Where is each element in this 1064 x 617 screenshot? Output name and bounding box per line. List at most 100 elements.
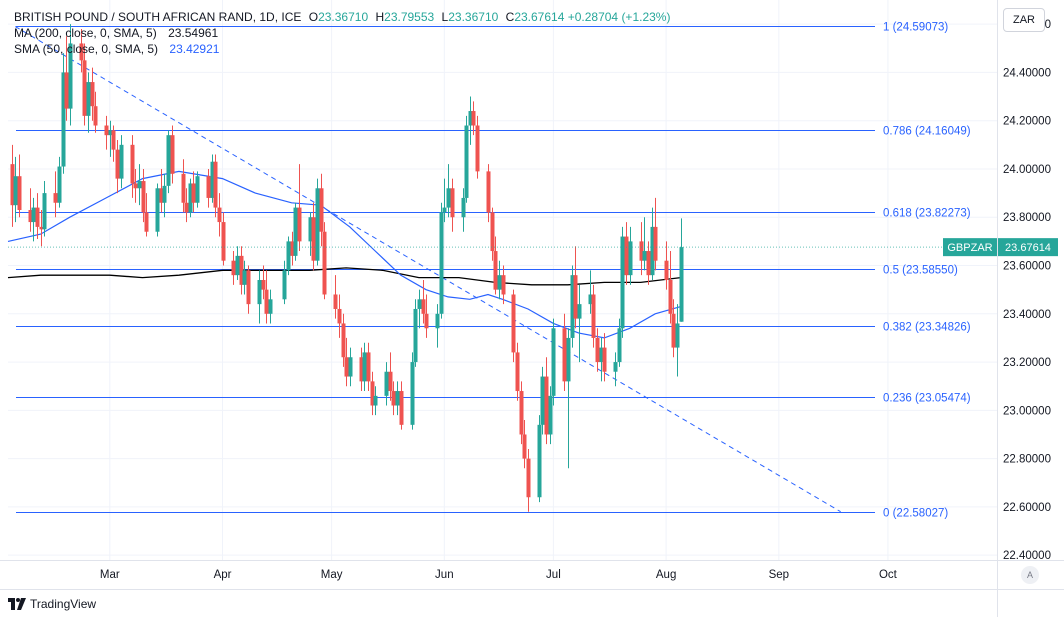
candle: [486, 164, 491, 223]
candle: [344, 337, 349, 387]
candle: [522, 420, 527, 469]
candle-body: [624, 236, 629, 276]
candle-body: [566, 337, 571, 382]
candle: [639, 222, 644, 276]
candle-body: [591, 294, 596, 338]
candle-body: [333, 294, 338, 309]
candle-body: [82, 60, 87, 116]
candle-body: [348, 357, 353, 377]
candle: [282, 260, 287, 305]
candle-body: [475, 125, 480, 172]
candle-body: [231, 260, 236, 276]
candle: [562, 313, 567, 392]
candle-body: [424, 313, 429, 329]
candle-body: [388, 371, 393, 392]
candle: [79, 28, 84, 73]
candle: [671, 299, 676, 358]
candle-body: [155, 188, 160, 232]
candle-body: [653, 226, 658, 261]
currency-button[interactable]: ZAR: [1003, 8, 1045, 32]
candle: [206, 168, 211, 208]
candle-body: [282, 270, 287, 300]
candle-body: [246, 270, 251, 305]
candle: [261, 265, 266, 300]
candle: [391, 381, 396, 416]
candle-body: [264, 289, 269, 314]
candle: [257, 270, 262, 324]
candle: [399, 381, 404, 430]
candle-body: [206, 176, 211, 198]
candle: [515, 342, 520, 401]
candle-body: [293, 207, 298, 256]
candle-body: [570, 275, 575, 338]
candle-body: [522, 434, 527, 459]
price-tick-label: 23.40000: [1003, 309, 1051, 321]
candle-body: [511, 294, 516, 353]
candle: [519, 381, 524, 445]
candle-body: [141, 181, 146, 213]
candle-body: [362, 352, 367, 382]
high-value: 23.79553: [384, 10, 435, 24]
candle: [268, 289, 273, 324]
candle: [588, 270, 593, 314]
auto-scale-button[interactable]: A: [1021, 566, 1039, 584]
price-axis[interactable]: 24.6000024.4000024.2000024.0000023.80000…: [997, 0, 1051, 617]
ma200-row[interactable]: MA (200, close, 0, SMA, 5) 23.54961: [14, 25, 670, 41]
candle-body: [573, 275, 578, 319]
candle: [497, 260, 502, 300]
candle: [64, 36, 69, 121]
candle-body: [548, 395, 553, 435]
candle: [162, 173, 167, 218]
candle-body: [497, 275, 502, 290]
ma200-line: [7, 267, 681, 286]
time-tick-label: Jul: [546, 569, 561, 581]
candle-body: [319, 188, 324, 232]
price-tick-label: 22.60000: [1003, 502, 1051, 514]
candle: [39, 210, 44, 247]
sma50-label: SMA (50, close, 0, SMA, 5): [14, 42, 159, 56]
candle: [57, 156, 62, 208]
candle: [468, 96, 473, 145]
sma50-row[interactable]: SMA (50, close, 0, SMA, 5) 23.42921: [14, 41, 670, 57]
candle: [442, 178, 447, 223]
candle: [213, 154, 218, 218]
last-price-tag: GBPZAR 23.67614: [8, 238, 1058, 257]
fibonacci-retracement[interactable]: 1 (24.59073) 0.786 (24.16049) 0.618 (23.82…: [16, 22, 971, 520]
candle-body: [370, 381, 375, 406]
candle-body: [119, 144, 124, 179]
candle: [181, 159, 186, 213]
candle-body: [501, 275, 506, 295]
candle: [624, 222, 629, 285]
candle-body: [108, 130, 113, 136]
trendline[interactable]: [15, 26, 841, 513]
price-tick-label: 24.40000: [1003, 67, 1051, 79]
candle: [10, 144, 15, 227]
time-axis[interactable]: Mar Apr May Jun Jul Aug Sep Oct: [0, 560, 1064, 590]
candle: [653, 197, 658, 271]
candle-body: [595, 337, 600, 363]
candle: [410, 352, 415, 430]
candle-body: [68, 43, 73, 109]
candle-body: [137, 181, 142, 189]
tradingview-icon: [8, 598, 26, 610]
tradingview-logo[interactable]: TradingView: [8, 597, 96, 611]
candle: [159, 168, 164, 213]
candle-body: [464, 125, 469, 198]
candle: [341, 313, 346, 367]
candle: [537, 415, 542, 503]
low-key: L: [441, 10, 449, 24]
candle: [93, 91, 98, 133]
candle: [195, 171, 200, 208]
candle: [675, 304, 680, 377]
candle-body: [537, 424, 542, 498]
candle-body: [613, 362, 618, 372]
candle: [210, 154, 215, 203]
candle: [239, 246, 244, 295]
candle: [602, 333, 607, 382]
open-value: 23.36710: [318, 10, 369, 24]
candle-body: [210, 161, 215, 198]
candle-body: [104, 125, 109, 136]
candle: [315, 178, 320, 266]
candle: [628, 226, 633, 285]
